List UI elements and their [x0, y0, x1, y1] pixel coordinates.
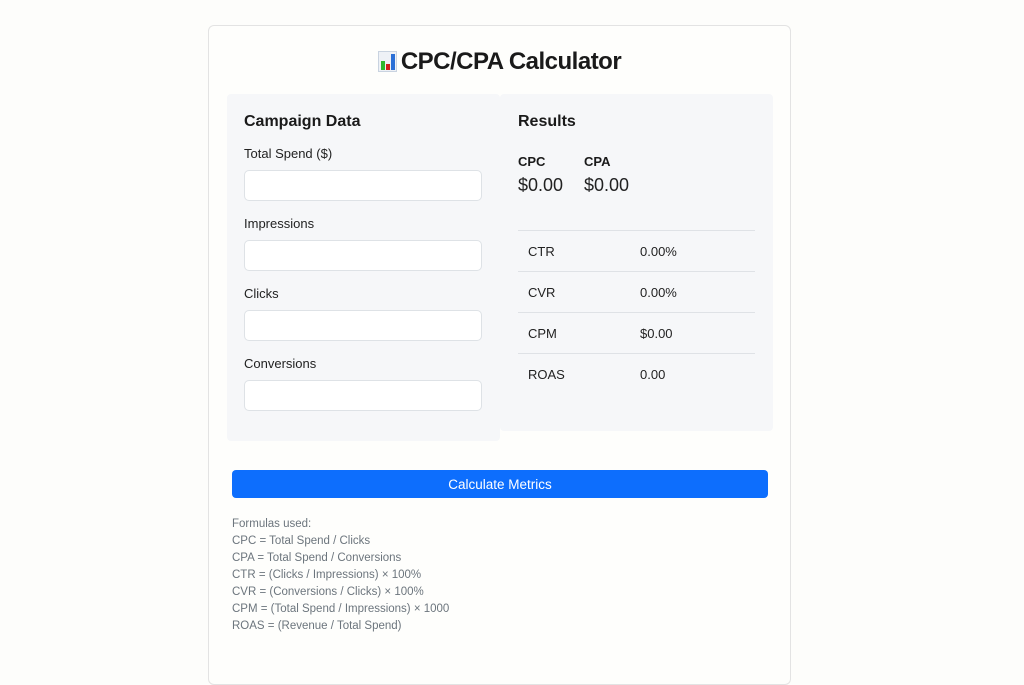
formulas-heading: Formulas used:: [232, 518, 312, 530]
metrics-table: CTR 0.00% CVR 0.00% CPM $0.00 ROAS 0.00: [518, 230, 755, 395]
table-row: CVR 0.00%: [518, 271, 755, 313]
table-row: ROAS 0.00: [518, 353, 755, 395]
total-spend-label: Total Spend ($): [244, 146, 333, 161]
calculator-card: CPC/CPA Calculator Campaign Data Total S…: [208, 25, 791, 685]
bar-chart-icon: [377, 51, 397, 72]
clicks-label: Clicks: [244, 286, 279, 301]
cpa-value: $0.00: [584, 175, 630, 195]
metric-value: $0.00: [630, 312, 755, 354]
campaign-data-panel: Campaign Data Total Spend ($) Impression…: [227, 94, 500, 441]
conversions-label: Conversions: [244, 356, 317, 371]
impressions-label: Impressions: [244, 216, 315, 231]
results-heading: Results: [518, 113, 576, 130]
formula-line: CTR = (Clicks / Impressions) × 100%: [232, 569, 422, 581]
table-row: CPM $0.00: [518, 312, 755, 354]
calculate-metrics-button[interactable]: Calculate Metrics: [232, 470, 768, 498]
formula-line: CPC = Total Spend / Clicks: [232, 535, 371, 547]
metric-label: CTR: [518, 230, 630, 272]
impressions-input[interactable]: [244, 240, 482, 271]
cpa-metric: CPA $0.00: [584, 154, 629, 196]
cpc-metric: CPC $0.00: [518, 154, 563, 196]
metric-label: CVR: [518, 271, 630, 313]
results-panel: Results CPC $0.00 CPA $0.00 CTR 0.00% CVR…: [500, 94, 773, 431]
page-title: CPC/CPA Calculator: [209, 48, 790, 76]
metric-value: 0.00%: [630, 230, 755, 272]
campaign-data-heading: Campaign Data: [244, 113, 361, 130]
table-row: CTR 0.00%: [518, 230, 755, 272]
formula-line: CPM = (Total Spend / Impressions) × 1000: [232, 603, 450, 615]
formula-line: CPA = Total Spend / Conversions: [232, 552, 402, 564]
formula-line: ROAS = (Revenue / Total Spend): [232, 620, 402, 632]
total-spend-input[interactable]: [244, 170, 482, 201]
cpc-value: $0.00: [518, 175, 564, 195]
cpa-label: CPA: [584, 154, 611, 169]
cpc-label: CPC: [518, 154, 546, 169]
metric-value: 0.00%: [630, 271, 755, 313]
formula-line: CVR = (Conversions / Clicks) × 100%: [232, 586, 424, 598]
metric-label: ROAS: [518, 353, 630, 395]
metric-value: 0.00: [630, 353, 755, 395]
formulas-section: Formulas used: CPC = Total Spend / Click…: [232, 516, 449, 635]
metric-label: CPM: [518, 312, 630, 354]
conversions-input[interactable]: [244, 380, 482, 411]
clicks-input[interactable]: [244, 310, 482, 341]
